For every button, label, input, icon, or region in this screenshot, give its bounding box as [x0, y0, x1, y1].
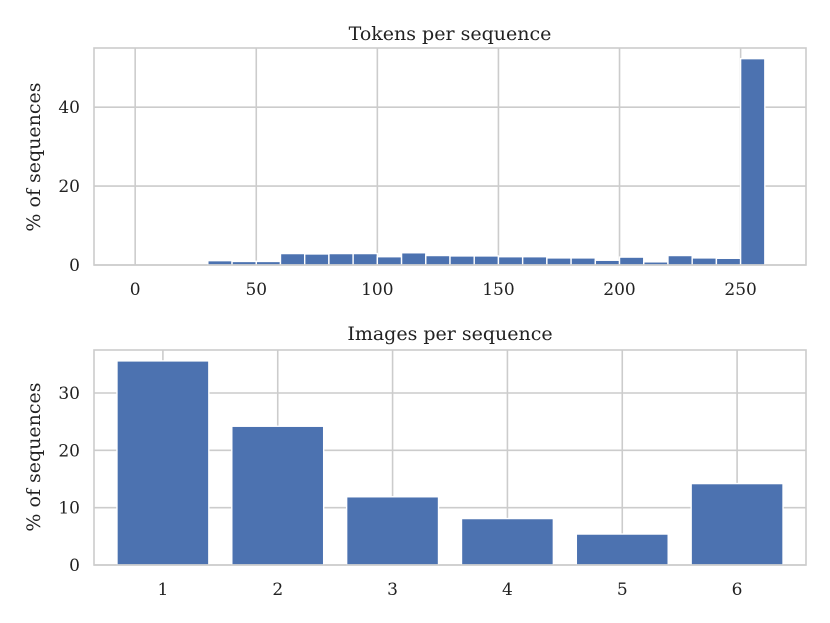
tokens-bar	[352, 252, 379, 266]
tokens-x-tick-label: 200	[603, 280, 635, 300]
images-y-ticks: 0 10 20 30	[58, 384, 80, 576]
tokens-bar	[546, 257, 572, 266]
images-y-tick-label: 0	[69, 556, 80, 576]
tokens-bar	[400, 252, 427, 266]
images-x-tick-label: 3	[387, 580, 398, 600]
tokens-x-tick-label: 0	[130, 280, 141, 300]
images-x-tick-label: 1	[157, 580, 168, 600]
images-bar	[575, 533, 669, 566]
tokens-x-tick-label: 250	[724, 280, 756, 300]
images-bars	[116, 360, 784, 566]
tokens-bar	[570, 257, 597, 266]
tokens-bar	[303, 253, 330, 266]
images-bar-axes: Images per sequence 1 2 3 4 5 6 0 10 20 30 % of …	[23, 323, 807, 600]
tokens-grid	[94, 48, 806, 266]
tokens-bar	[279, 252, 306, 266]
images-bar	[116, 360, 210, 566]
images-bar	[690, 482, 784, 566]
images-plot-frame	[93, 349, 807, 566]
images-x-tick-label: 2	[272, 580, 283, 600]
images-chart-title: Images per sequence	[347, 323, 552, 345]
tokens-y-tick-label: 20	[58, 177, 80, 197]
tokens-histogram-axes: Tokens per sequence 0 50 100 150 200 250 0 20 4…	[23, 23, 807, 300]
tokens-bar	[667, 254, 693, 266]
tokens-bar	[715, 257, 742, 266]
tokens-bar	[425, 254, 451, 266]
tokens-x-tick-label: 50	[245, 280, 267, 300]
tokens-plot-frame	[93, 47, 807, 266]
images-y-axis-label: % of sequences	[23, 382, 45, 531]
tokens-bar	[473, 255, 500, 266]
tokens-y-ticks: 0 20 40	[58, 98, 80, 276]
tokens-bar	[739, 57, 766, 266]
images-x-tick-label: 4	[502, 580, 513, 600]
tokens-bar	[376, 256, 403, 266]
tokens-bar	[328, 252, 354, 266]
tokens-chart-title: Tokens per sequence	[349, 23, 552, 45]
images-bar	[231, 425, 325, 566]
images-bar	[345, 496, 440, 566]
images-bar	[460, 517, 555, 566]
tokens-y-axis-label: % of sequences	[23, 82, 45, 231]
images-y-tick-label: 10	[58, 499, 80, 519]
images-y-tick-label: 30	[58, 384, 80, 404]
tokens-y-tick-label: 40	[58, 98, 80, 118]
images-x-tick-label: 5	[617, 580, 628, 600]
tokens-bar	[497, 256, 524, 266]
tokens-y-tick-label: 0	[69, 256, 80, 276]
tokens-bar	[521, 256, 548, 266]
tokens-bar	[691, 257, 718, 266]
tokens-bar	[449, 255, 475, 266]
images-y-tick-label: 20	[58, 441, 80, 461]
images-x-tick-label: 6	[732, 580, 743, 600]
tokens-bars	[207, 57, 766, 266]
images-x-ticks: 1 2 3 4 5 6	[157, 580, 742, 600]
tokens-x-ticks: 0 50 100 150 200 250	[130, 280, 757, 300]
tokens-x-tick-label: 100	[361, 280, 393, 300]
tokens-x-tick-label: 150	[482, 280, 514, 300]
tokens-bar	[618, 256, 645, 266]
